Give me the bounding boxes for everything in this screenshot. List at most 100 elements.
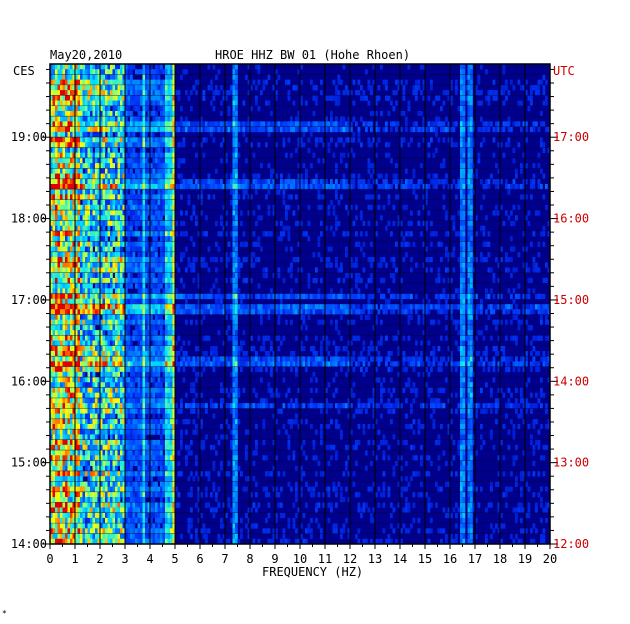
heatmap-cell <box>380 319 383 326</box>
heatmap-cell <box>327 126 331 133</box>
heatmap-cell <box>162 340 166 347</box>
heatmap-cell <box>512 288 516 294</box>
heatmap-cell <box>72 137 76 143</box>
heatmap-cell <box>77 215 81 221</box>
heatmap-cell <box>137 345 141 352</box>
heatmap-cell <box>82 293 86 300</box>
heatmap-cell <box>107 74 111 80</box>
heatmap-cell <box>152 277 156 284</box>
heatmap-cell <box>247 121 251 127</box>
heatmap-cell <box>365 184 368 190</box>
heatmap-cell <box>122 84 126 91</box>
heatmap-cell <box>52 225 56 232</box>
heatmap-cell <box>422 304 426 310</box>
heatmap-cell <box>297 267 301 273</box>
heatmap-cell <box>195 178 198 185</box>
heatmap-cell <box>157 293 161 300</box>
heatmap-cell <box>395 335 398 341</box>
heatmap-cell <box>82 257 86 263</box>
heatmap-cell <box>300 184 303 190</box>
heatmap-cell <box>122 330 126 336</box>
heatmap-cell <box>50 64 53 70</box>
heatmap-cell <box>280 173 283 180</box>
heatmap-cell <box>140 95 143 101</box>
heatmap-cell <box>362 95 366 101</box>
heatmap-cell <box>92 110 96 117</box>
heatmap-cell <box>387 95 391 101</box>
heatmap-cell <box>75 173 78 180</box>
heatmap-cell <box>500 178 503 185</box>
heatmap-cell <box>100 121 103 127</box>
heatmap-cell <box>165 189 168 195</box>
heatmap-cell <box>155 142 158 148</box>
heatmap-cell <box>152 142 156 148</box>
heatmap-cell <box>280 230 283 237</box>
heatmap-cell <box>195 79 198 86</box>
heatmap-cell <box>135 215 138 221</box>
heatmap-cell <box>165 220 168 227</box>
heatmap-cell <box>120 137 123 143</box>
heatmap-cell <box>470 137 473 143</box>
heatmap-cell <box>235 142 238 148</box>
heatmap-cell <box>345 121 348 127</box>
heatmap-cell <box>77 283 81 289</box>
heatmap-cell <box>530 184 533 190</box>
heatmap-cell <box>65 283 68 289</box>
heatmap-cell <box>412 84 416 91</box>
heatmap-cell <box>460 90 463 96</box>
heatmap-cell <box>467 225 471 232</box>
heatmap-cell <box>385 84 388 91</box>
heatmap-cell <box>120 210 123 216</box>
heatmap-cell <box>475 293 478 300</box>
heatmap-cell <box>100 210 103 216</box>
heatmap-cell <box>212 309 216 315</box>
heatmap-cell <box>207 246 211 253</box>
heatmap-cell <box>152 335 156 341</box>
heatmap-cell <box>85 189 88 195</box>
heatmap-cell <box>50 220 53 227</box>
heatmap-cell <box>57 267 61 273</box>
heatmap-cell <box>57 345 61 352</box>
heatmap-cell <box>462 220 466 227</box>
heatmap-cell <box>107 246 111 253</box>
heatmap-cell <box>125 64 128 70</box>
heatmap-cell <box>65 304 68 310</box>
heatmap-cell <box>185 267 188 273</box>
heatmap-cell <box>167 215 171 221</box>
heatmap-cell <box>92 345 96 352</box>
heatmap-cell <box>335 116 338 122</box>
heatmap-cell <box>467 210 471 216</box>
heatmap-cell <box>52 163 56 169</box>
heatmap-cell <box>232 293 236 300</box>
heatmap-cell <box>167 257 171 263</box>
heatmap-cell <box>155 324 158 331</box>
heatmap-cell <box>197 272 201 279</box>
heatmap-cell <box>487 178 491 185</box>
heatmap-cell <box>110 283 113 289</box>
heatmap-cell <box>462 215 466 221</box>
heatmap-cell <box>470 204 473 211</box>
heatmap-cell <box>120 121 123 127</box>
heatmap-cell <box>82 246 86 253</box>
heatmap-cell <box>455 340 458 347</box>
heatmap-cell <box>367 277 371 284</box>
heatmap-cell <box>100 257 103 263</box>
heatmap-cell <box>347 184 351 190</box>
heatmap-cell <box>107 126 111 133</box>
heatmap-cell <box>125 283 128 289</box>
heatmap-cell <box>112 330 116 336</box>
heatmap-cell <box>462 79 466 86</box>
heatmap-cell <box>470 257 473 263</box>
heatmap-cell <box>205 121 208 127</box>
heatmap-cell <box>235 288 238 294</box>
heatmap-cell <box>110 152 113 159</box>
heatmap-cell <box>517 319 521 326</box>
heatmap-cell <box>140 309 143 315</box>
heatmap-cell <box>75 157 78 164</box>
heatmap-cell <box>150 324 153 331</box>
heatmap-cell <box>245 137 248 143</box>
heatmap-cell <box>257 142 261 148</box>
heatmap-cell <box>330 199 333 206</box>
heatmap-cell <box>60 184 63 190</box>
heatmap-cell <box>95 64 98 70</box>
